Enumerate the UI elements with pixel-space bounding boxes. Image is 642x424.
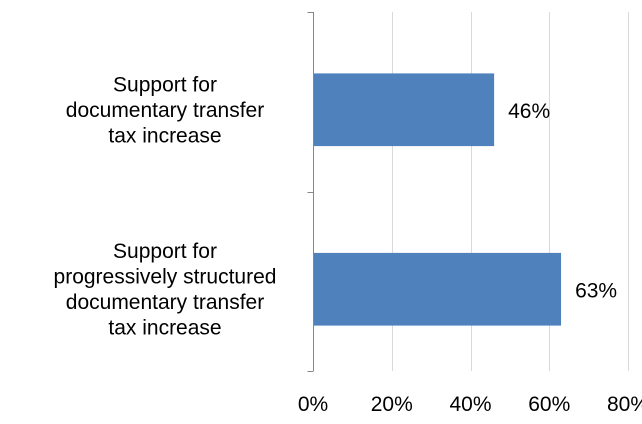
category-label-2-line-1: Support for [113,240,217,263]
x-tick-label-40: 40% [449,393,491,416]
category-label-2-line-3: documentary transfer [66,291,264,314]
category-label-2-line-2: progressively structured [54,266,277,289]
x-tick-label-80: 80% [607,393,642,416]
category-label-1-line-1: Support for [113,73,217,96]
bars [313,73,562,326]
category-label-2: Support for progressively structured docum… [54,240,277,340]
category-label-2-line-4: tax increase [108,317,221,340]
data-label-1: 46% [508,100,550,123]
x-tick-label-0: 0% [298,393,328,416]
labels: 46%Support for documentary transfer tax in… [54,73,642,416]
data-label-2: 63% [575,279,617,302]
x-tick-label-20: 20% [371,393,413,416]
bar-2 [313,252,562,326]
category-label-1-line-2: documentary transfer [66,99,264,122]
category-label-1: Support for documentary transfer tax incre… [66,73,264,147]
value-axis-and-category-axis [307,12,314,372]
category-label-1-line-3: tax increase [108,124,221,147]
bar-1 [313,73,495,147]
x-tick-label-60: 60% [528,393,570,416]
